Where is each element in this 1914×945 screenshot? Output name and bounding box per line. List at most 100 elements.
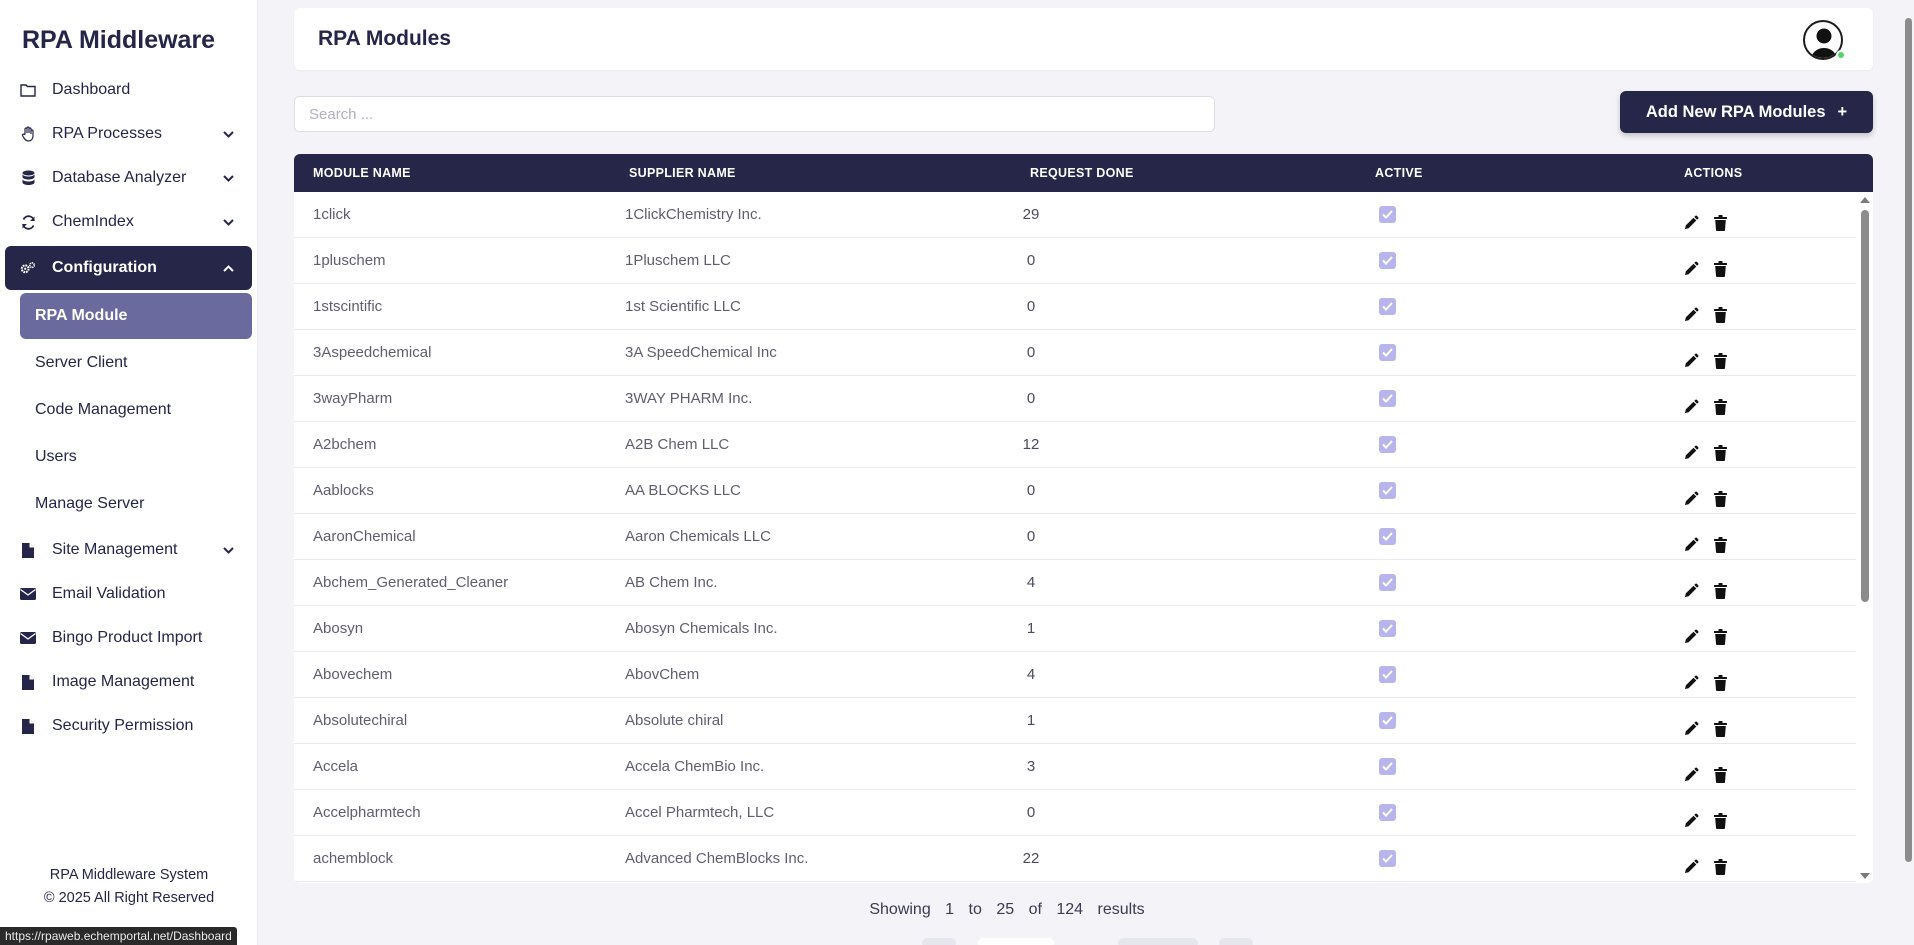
trash-icon[interactable] (1714, 756, 1730, 783)
sidebar-item-image-management[interactable]: Image Management (0, 660, 258, 704)
edit-icon[interactable] (1683, 480, 1701, 505)
column-header-module-name[interactable]: MODULE NAME (313, 166, 411, 180)
active-checkbox[interactable] (1379, 528, 1396, 545)
edit-icon[interactable] (1683, 664, 1701, 689)
active-checkbox[interactable] (1379, 574, 1396, 591)
add-button-label: Add New RPA Modules (1645, 102, 1826, 121)
chevron-down-icon (222, 172, 234, 184)
edit-icon[interactable] (1683, 250, 1701, 275)
sidebar-item-rpa-processes[interactable]: RPA Processes (0, 112, 258, 156)
active-checkbox[interactable] (1379, 620, 1396, 637)
request-done-cell: 0 (1026, 298, 1036, 315)
sidebar-subitem-manage-server[interactable]: Manage Server (35, 495, 145, 512)
supplier-name-cell: A2B Chem LLC (625, 436, 730, 453)
sidebar-item-bingo-product-import[interactable]: Bingo Product Import (0, 616, 258, 660)
page-scrollbar[interactable] (1903, 0, 1914, 945)
sidebar-item-chemindex[interactable]: ChemIndex (0, 200, 258, 244)
pagination-prev-button[interactable] (922, 938, 956, 945)
trash-icon[interactable] (1714, 342, 1730, 369)
checkmark-icon (1382, 440, 1393, 449)
sidebar-item-database-analyzer[interactable]: Database Analyzer (0, 156, 258, 200)
trash-icon[interactable] (1714, 802, 1730, 829)
trash-icon[interactable] (1714, 434, 1730, 461)
edit-icon[interactable] (1683, 710, 1701, 735)
sidebar-item-label: Site Management (52, 541, 178, 558)
sidebar-item-email-validation[interactable]: Email Validation (0, 572, 258, 616)
active-checkbox[interactable] (1379, 482, 1396, 499)
scroll-down-arrow-icon[interactable] (1860, 873, 1870, 879)
sidebar-item-site-management[interactable]: Site Management (0, 528, 258, 572)
edit-icon[interactable] (1683, 572, 1701, 597)
active-checkbox[interactable] (1379, 712, 1396, 729)
trash-icon[interactable] (1714, 526, 1730, 553)
chevron-down-icon (222, 128, 234, 140)
active-checkbox[interactable] (1379, 666, 1396, 683)
column-header-supplier-name[interactable]: SUPPLIER NAME (629, 166, 736, 180)
column-header-request-done[interactable]: REQUEST DONE (1030, 166, 1134, 180)
table-header: MODULE NAME SUPPLIER NAME REQUEST DONE A… (294, 154, 1873, 192)
sidebar-subitem-code-management[interactable]: Code Management (35, 401, 172, 418)
table-row: Abovechem AbovChem 4 (294, 652, 1856, 698)
footer-system-name: RPA Middleware System (49, 867, 209, 883)
range-from: 1 (945, 901, 955, 918)
checkmark-icon (1382, 578, 1393, 587)
edit-icon[interactable] (1683, 434, 1701, 459)
add-rpa-module-button[interactable]: Add New RPA Modules + (1620, 91, 1873, 133)
results-label: results (1097, 901, 1145, 918)
trash-icon[interactable] (1714, 572, 1730, 599)
sidebar-item-security-permission[interactable]: Security Permission (0, 704, 258, 748)
search-input[interactable] (294, 96, 1215, 132)
sidebar-subitem-rpa-module[interactable]: RPA Module (20, 293, 252, 339)
trash-icon[interactable] (1714, 388, 1730, 415)
edit-icon[interactable] (1683, 848, 1701, 873)
active-checkbox[interactable] (1379, 804, 1396, 821)
edit-icon[interactable] (1683, 204, 1701, 229)
active-checkbox[interactable] (1379, 850, 1396, 867)
edit-icon[interactable] (1683, 296, 1701, 321)
edit-icon[interactable] (1683, 526, 1701, 551)
active-checkbox[interactable] (1379, 252, 1396, 269)
sidebar-item-configuration[interactable]: Configuration (5, 246, 252, 290)
sidebar-subitem-users[interactable]: Users (35, 448, 77, 465)
table-row: Absolutechiral Absolute chiral 1 (294, 698, 1856, 744)
pagination-next-button[interactable] (1219, 938, 1253, 945)
trash-icon[interactable] (1714, 480, 1730, 507)
module-name-cell: Accelpharmtech (313, 804, 421, 821)
active-checkbox[interactable] (1379, 758, 1396, 775)
trash-icon[interactable] (1714, 710, 1730, 737)
supplier-name-cell: Aaron Chemicals LLC (625, 528, 771, 545)
active-checkbox[interactable] (1379, 390, 1396, 407)
scroll-up-arrow-icon[interactable] (1860, 197, 1870, 203)
trash-icon[interactable] (1714, 250, 1730, 277)
active-checkbox[interactable] (1379, 298, 1396, 315)
edit-icon[interactable] (1683, 618, 1701, 643)
trash-icon[interactable] (1714, 204, 1730, 231)
edit-icon[interactable] (1683, 802, 1701, 827)
edit-icon[interactable] (1683, 388, 1701, 413)
active-checkbox[interactable] (1379, 206, 1396, 223)
trash-icon[interactable] (1714, 664, 1730, 691)
scroll-thumb[interactable] (1861, 210, 1869, 602)
module-name-cell: 1click (313, 206, 351, 223)
page-scroll-thumb[interactable] (1905, 18, 1912, 862)
pagination-page-button[interactable] (1118, 938, 1198, 945)
trash-icon[interactable] (1714, 618, 1730, 645)
pagination-page-button[interactable] (978, 938, 1054, 945)
supplier-name-cell: AA BLOCKS LLC (625, 482, 741, 499)
module-name-cell: achemblock (313, 850, 394, 867)
showing-label: Showing (869, 901, 931, 918)
column-header-active[interactable]: ACTIVE (1375, 166, 1423, 180)
sidebar-subitem-server-client[interactable]: Server Client (35, 354, 128, 371)
sidebar-item-dashboard[interactable]: Dashboard (0, 68, 258, 112)
sidebar-item-label: RPA Processes (52, 125, 162, 142)
table-scrollbar[interactable] (1856, 192, 1873, 883)
supplier-name-cell: 1st Scientific LLC (625, 298, 741, 315)
edit-icon[interactable] (1683, 756, 1701, 781)
edit-icon[interactable] (1683, 342, 1701, 367)
trash-icon[interactable] (1714, 848, 1730, 875)
active-checkbox[interactable] (1379, 344, 1396, 361)
trash-icon[interactable] (1714, 296, 1730, 323)
request-done-cell: 12 (1022, 436, 1040, 453)
active-checkbox[interactable] (1379, 436, 1396, 453)
table-row: AaronChemical Aaron Chemicals LLC 0 (294, 514, 1856, 560)
